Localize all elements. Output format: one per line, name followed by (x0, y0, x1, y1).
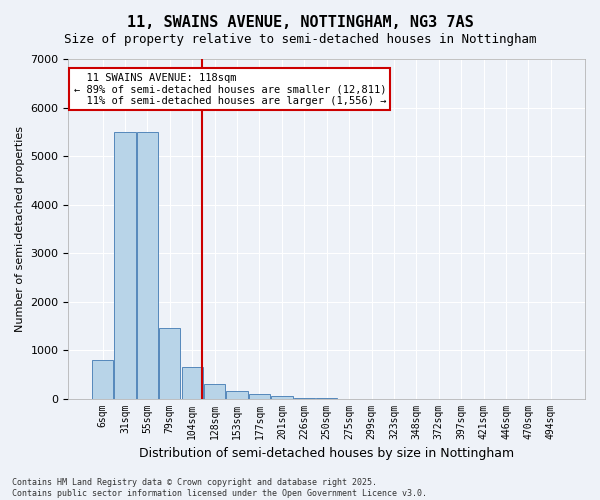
Bar (226, 392, 248, 398)
Text: 11 SWAINS AVENUE: 118sqm
← 89% of semi-detached houses are smaller (12,811)
  11: 11 SWAINS AVENUE: 118sqm ← 89% of semi-d… (74, 72, 386, 106)
Bar (271, 396, 293, 398)
Bar (137, 132, 158, 398)
Bar (249, 394, 270, 398)
Text: Size of property relative to semi-detached houses in Nottingham: Size of property relative to semi-detach… (64, 32, 536, 46)
Bar (159, 328, 181, 398)
Bar (92, 360, 113, 399)
X-axis label: Distribution of semi-detached houses by size in Nottingham: Distribution of semi-detached houses by … (139, 447, 514, 460)
Y-axis label: Number of semi-detached properties: Number of semi-detached properties (15, 126, 25, 332)
Bar (204, 384, 225, 398)
Text: 11, SWAINS AVENUE, NOTTINGHAM, NG3 7AS: 11, SWAINS AVENUE, NOTTINGHAM, NG3 7AS (127, 15, 473, 30)
Text: Contains HM Land Registry data © Crown copyright and database right 2025.
Contai: Contains HM Land Registry data © Crown c… (12, 478, 427, 498)
Bar (182, 367, 203, 398)
Bar (115, 132, 136, 398)
